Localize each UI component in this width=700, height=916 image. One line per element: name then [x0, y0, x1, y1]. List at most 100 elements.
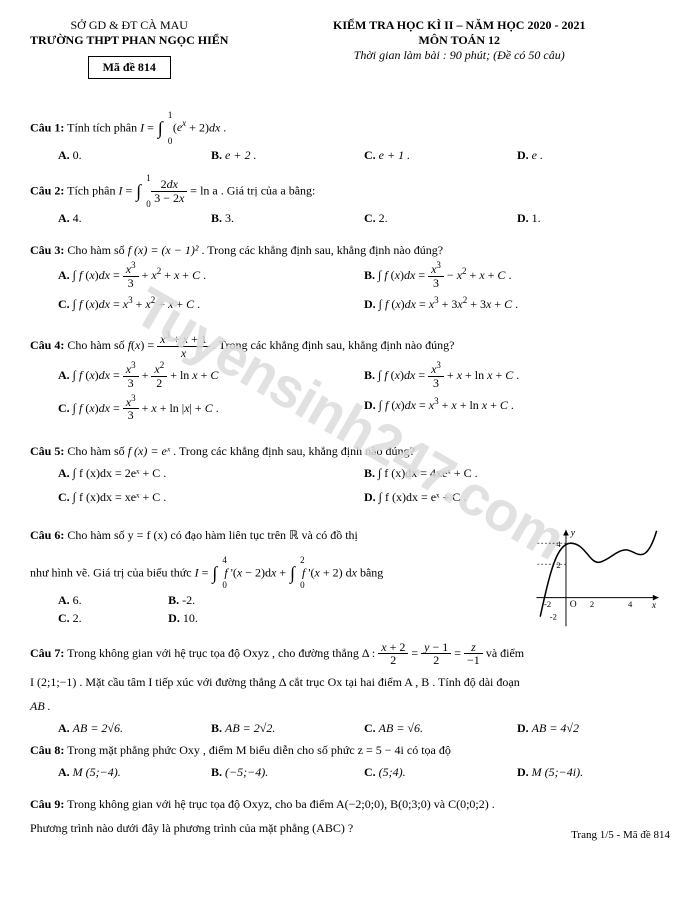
q6-text-a: Cho hàm số y = f (x) có đạo hàm liên tục…: [67, 528, 358, 542]
q7-line3: AB .: [30, 699, 51, 713]
q7-094-c: C. AB = √6.: [364, 719, 517, 737]
q4-opt-b: B. ∫ f (x)dx = x33 + x + ln x + C .: [364, 363, 670, 389]
svg-text:y: y: [570, 527, 576, 538]
q4-opt-a: A. ∫ f (x)dx = x33 + x22 + ln x + C: [58, 363, 364, 389]
q3-opt-b: B. ∫ f (x)dx = x33 − x2 + x + C .: [364, 263, 670, 289]
integral-icon: ∫10: [158, 115, 163, 142]
question-8: Câu 8: Trong mặt phẳng phức Oxy , điểm M…: [30, 741, 670, 781]
q7-opt-a: A. AB = 2√6.: [58, 719, 211, 737]
q6-text-b: như hình vẽ. Giá trị của biểu thức: [30, 565, 195, 579]
q2-opt-c: C. 2.: [364, 209, 517, 227]
q3-text-a: Cho hàm số: [67, 243, 127, 257]
q3-options: A. ∫ f (x)dx = x33 + x2 + x + C . B. ∫ f…: [30, 263, 670, 319]
question-1: Câu 1: Tính tích phân I = ∫10 (ex + 2)dx…: [30, 115, 670, 164]
q4-opt-c: C. ∫ f (x)dx = x33 + x + ln |x| + C .: [58, 396, 364, 422]
q2-label: Câu 2:: [30, 183, 64, 197]
question-4: Câu 4: Cho hàm số f(x) = x3 + x + 1x . T…: [30, 333, 670, 428]
q5-opt-c: C. ∫ f (x)dx = xeˣ + C .: [58, 488, 364, 506]
q7-text-b: và điểm: [486, 646, 524, 660]
q9-text-a: Trong không gian với hệ trục tọa độ Oxyz…: [67, 797, 495, 811]
q6-text-c: bằng: [360, 565, 383, 579]
school-line: TRƯỜNG THPT PHAN NGỌC HIỂN: [30, 33, 228, 48]
header: SỞ GD & ĐT CÀ MAU TRƯỜNG THPT PHAN NGỌC …: [30, 18, 670, 79]
question-3: Câu 3: Cho hàm số f (x) = (x − 1)² . Tro…: [30, 241, 670, 319]
subject-line: MÔN TOÁN 12: [248, 33, 670, 48]
dept-line: SỞ GD & ĐT CÀ MAU: [30, 18, 228, 33]
q4-label: Câu 4:: [30, 338, 64, 352]
q1-label: Câu 1:: [30, 120, 64, 134]
q1-opt-a: A. 0.: [58, 146, 211, 164]
q5-fx: f (x) = eˣ: [128, 444, 170, 458]
question-6: Câu 6: Cho hàm số y = f (x) có đạo hàm l…: [30, 526, 670, 627]
q4-text-b: . Trong các khẳng định sau, khẳng định n…: [213, 338, 455, 352]
q6-label: Câu 6:: [30, 528, 64, 542]
q6-opt-b: B. -2.: [168, 591, 278, 609]
q1-text-b: .: [223, 120, 226, 134]
q5-text-a: Cho hàm số: [67, 444, 127, 458]
svg-text:-2: -2: [544, 599, 551, 609]
q8-text-a: Trong mặt phẳng phức Oxy , điểm M biểu d…: [67, 743, 451, 757]
q5-label: Câu 5:: [30, 444, 64, 458]
q7-opt-b: B. AB = 2√2.: [211, 719, 364, 737]
q8-opt-d: D. M (5;−4i).: [517, 763, 670, 781]
q6-opt-c: C. 2.: [58, 609, 168, 627]
q8-options: A. M (5;−4). B. (−5;−4). C. (5;4). D. M …: [30, 763, 670, 781]
header-left: SỞ GD & ĐT CÀ MAU TRƯỜNG THPT PHAN NGỌC …: [30, 18, 228, 79]
q7-opt-d: D. AB = 4√2: [517, 719, 670, 737]
q7-text-a: Trong không gian với hệ trục tọa độ Oxyz…: [67, 646, 362, 660]
q4-opt-d: D. ∫ f (x)dx = x3 + x + ln x + C .: [364, 396, 670, 422]
svg-text:-2: -2: [550, 611, 557, 621]
integral-icon: ∫10: [136, 178, 141, 205]
q6-opt-d: D. 10.: [168, 609, 278, 627]
question-2: Câu 2: Tích phân I = ∫10 2dx3 − 2x = ln …: [30, 178, 670, 227]
q3-opt-c: C. ∫ f (x)dx = x3 + x2 + x + C .: [58, 295, 364, 313]
svg-text:4: 4: [556, 539, 561, 549]
svg-text:2: 2: [556, 560, 560, 570]
page-footer: Trang 1/5 - Mã đề 814: [571, 829, 670, 841]
integral-icon: ∫40: [212, 560, 217, 587]
q4-text-a: Cho hàm số: [67, 338, 127, 352]
svg-text:O: O: [570, 599, 577, 610]
q2-options: A. 4. B. 3. C. 2. D. 1.: [30, 209, 670, 227]
q3-label: Câu 3:: [30, 243, 64, 257]
svg-text:4: 4: [628, 599, 633, 609]
q6-opt-a: A. 6.: [58, 591, 168, 609]
frac: 2dx3 − 2x: [151, 178, 187, 204]
svg-text:2: 2: [590, 599, 594, 609]
exam-page: Tuyensinh247.com SỞ GD & ĐT CÀ MAU TRƯỜN…: [0, 0, 700, 847]
integral-icon: ∫20: [290, 560, 295, 587]
q7-options: A. AB = 2√6. B. AB = 2√2. C. AB = √6. D.…: [30, 719, 670, 737]
question-5: Câu 5: Cho hàm số f (x) = eˣ . Trong các…: [30, 442, 670, 512]
q5-opt-b: B. ∫ f (x)dx = 4xeˣ + C .: [364, 464, 670, 482]
q2-opt-b: B. 3.: [211, 209, 364, 227]
time-line: Thời gian làm bài : 90 phút; (Đề có 50 c…: [248, 48, 670, 63]
q8-label: Câu 8:: [30, 743, 64, 757]
q3-text-b: . Trong các khẳng định sau, khẳng định n…: [201, 243, 443, 257]
q3-opt-a: A. ∫ f (x)dx = x33 + x2 + x + C .: [58, 263, 364, 289]
q1-text-a: Tính tích phân: [67, 120, 140, 134]
q8-opt-a: A. M (5;−4).: [58, 763, 211, 781]
q2-opt-d: D. 1.: [517, 209, 670, 227]
q5-text-b: . Trong các khẳng định sau, khẳng định n…: [173, 444, 415, 458]
q5-options: A. ∫ f (x)dx = 2eˣ + C . B. ∫ f (x)dx = …: [30, 464, 670, 512]
q2-text-a: Tích phân: [67, 183, 118, 197]
question-7: Câu 7: Trong không gian với hệ trục tọa …: [30, 641, 670, 737]
q3-opt-d: D. ∫ f (x)dx = x3 + 3x2 + 3x + C .: [364, 295, 670, 313]
q9-label: Câu 9:: [30, 797, 64, 811]
q8-opt-c: C. (5;4).: [364, 763, 517, 781]
svg-text:x: x: [651, 600, 657, 611]
q1-options: A. 0. B. e + 2 . C. e + 1 . D. e .: [30, 146, 670, 164]
q1-opt-b: B. e + 2 .: [211, 146, 364, 164]
q1-opt-d: D. e .: [517, 146, 670, 164]
q6-graph: x y O -2 2 4 4 2 -2: [532, 526, 662, 631]
q3-fx: f (x) = (x − 1)²: [128, 243, 199, 257]
q5-opt-a: A. ∫ f (x)dx = 2eˣ + C .: [58, 464, 364, 482]
q5-opt-d: D. ∫ f (x)dx = eˣ + C .: [364, 488, 670, 506]
q7-line2: I (2;1;−1) . Mặt cầu tâm I tiếp xúc với …: [30, 673, 670, 691]
q2-text-b: = ln a . Giá trị của a bằng:: [190, 183, 315, 197]
q2-opt-a: A. 4.: [58, 209, 211, 227]
exam-title: KIỂM TRA HỌC KÌ II – NĂM HỌC 2020 - 2021: [248, 18, 670, 33]
q4-options: A. ∫ f (x)dx = x33 + x22 + ln x + C B. ∫…: [30, 363, 670, 427]
exam-code: Mã đề 814: [88, 56, 171, 79]
q8-opt-b: B. (−5;−4).: [211, 763, 364, 781]
